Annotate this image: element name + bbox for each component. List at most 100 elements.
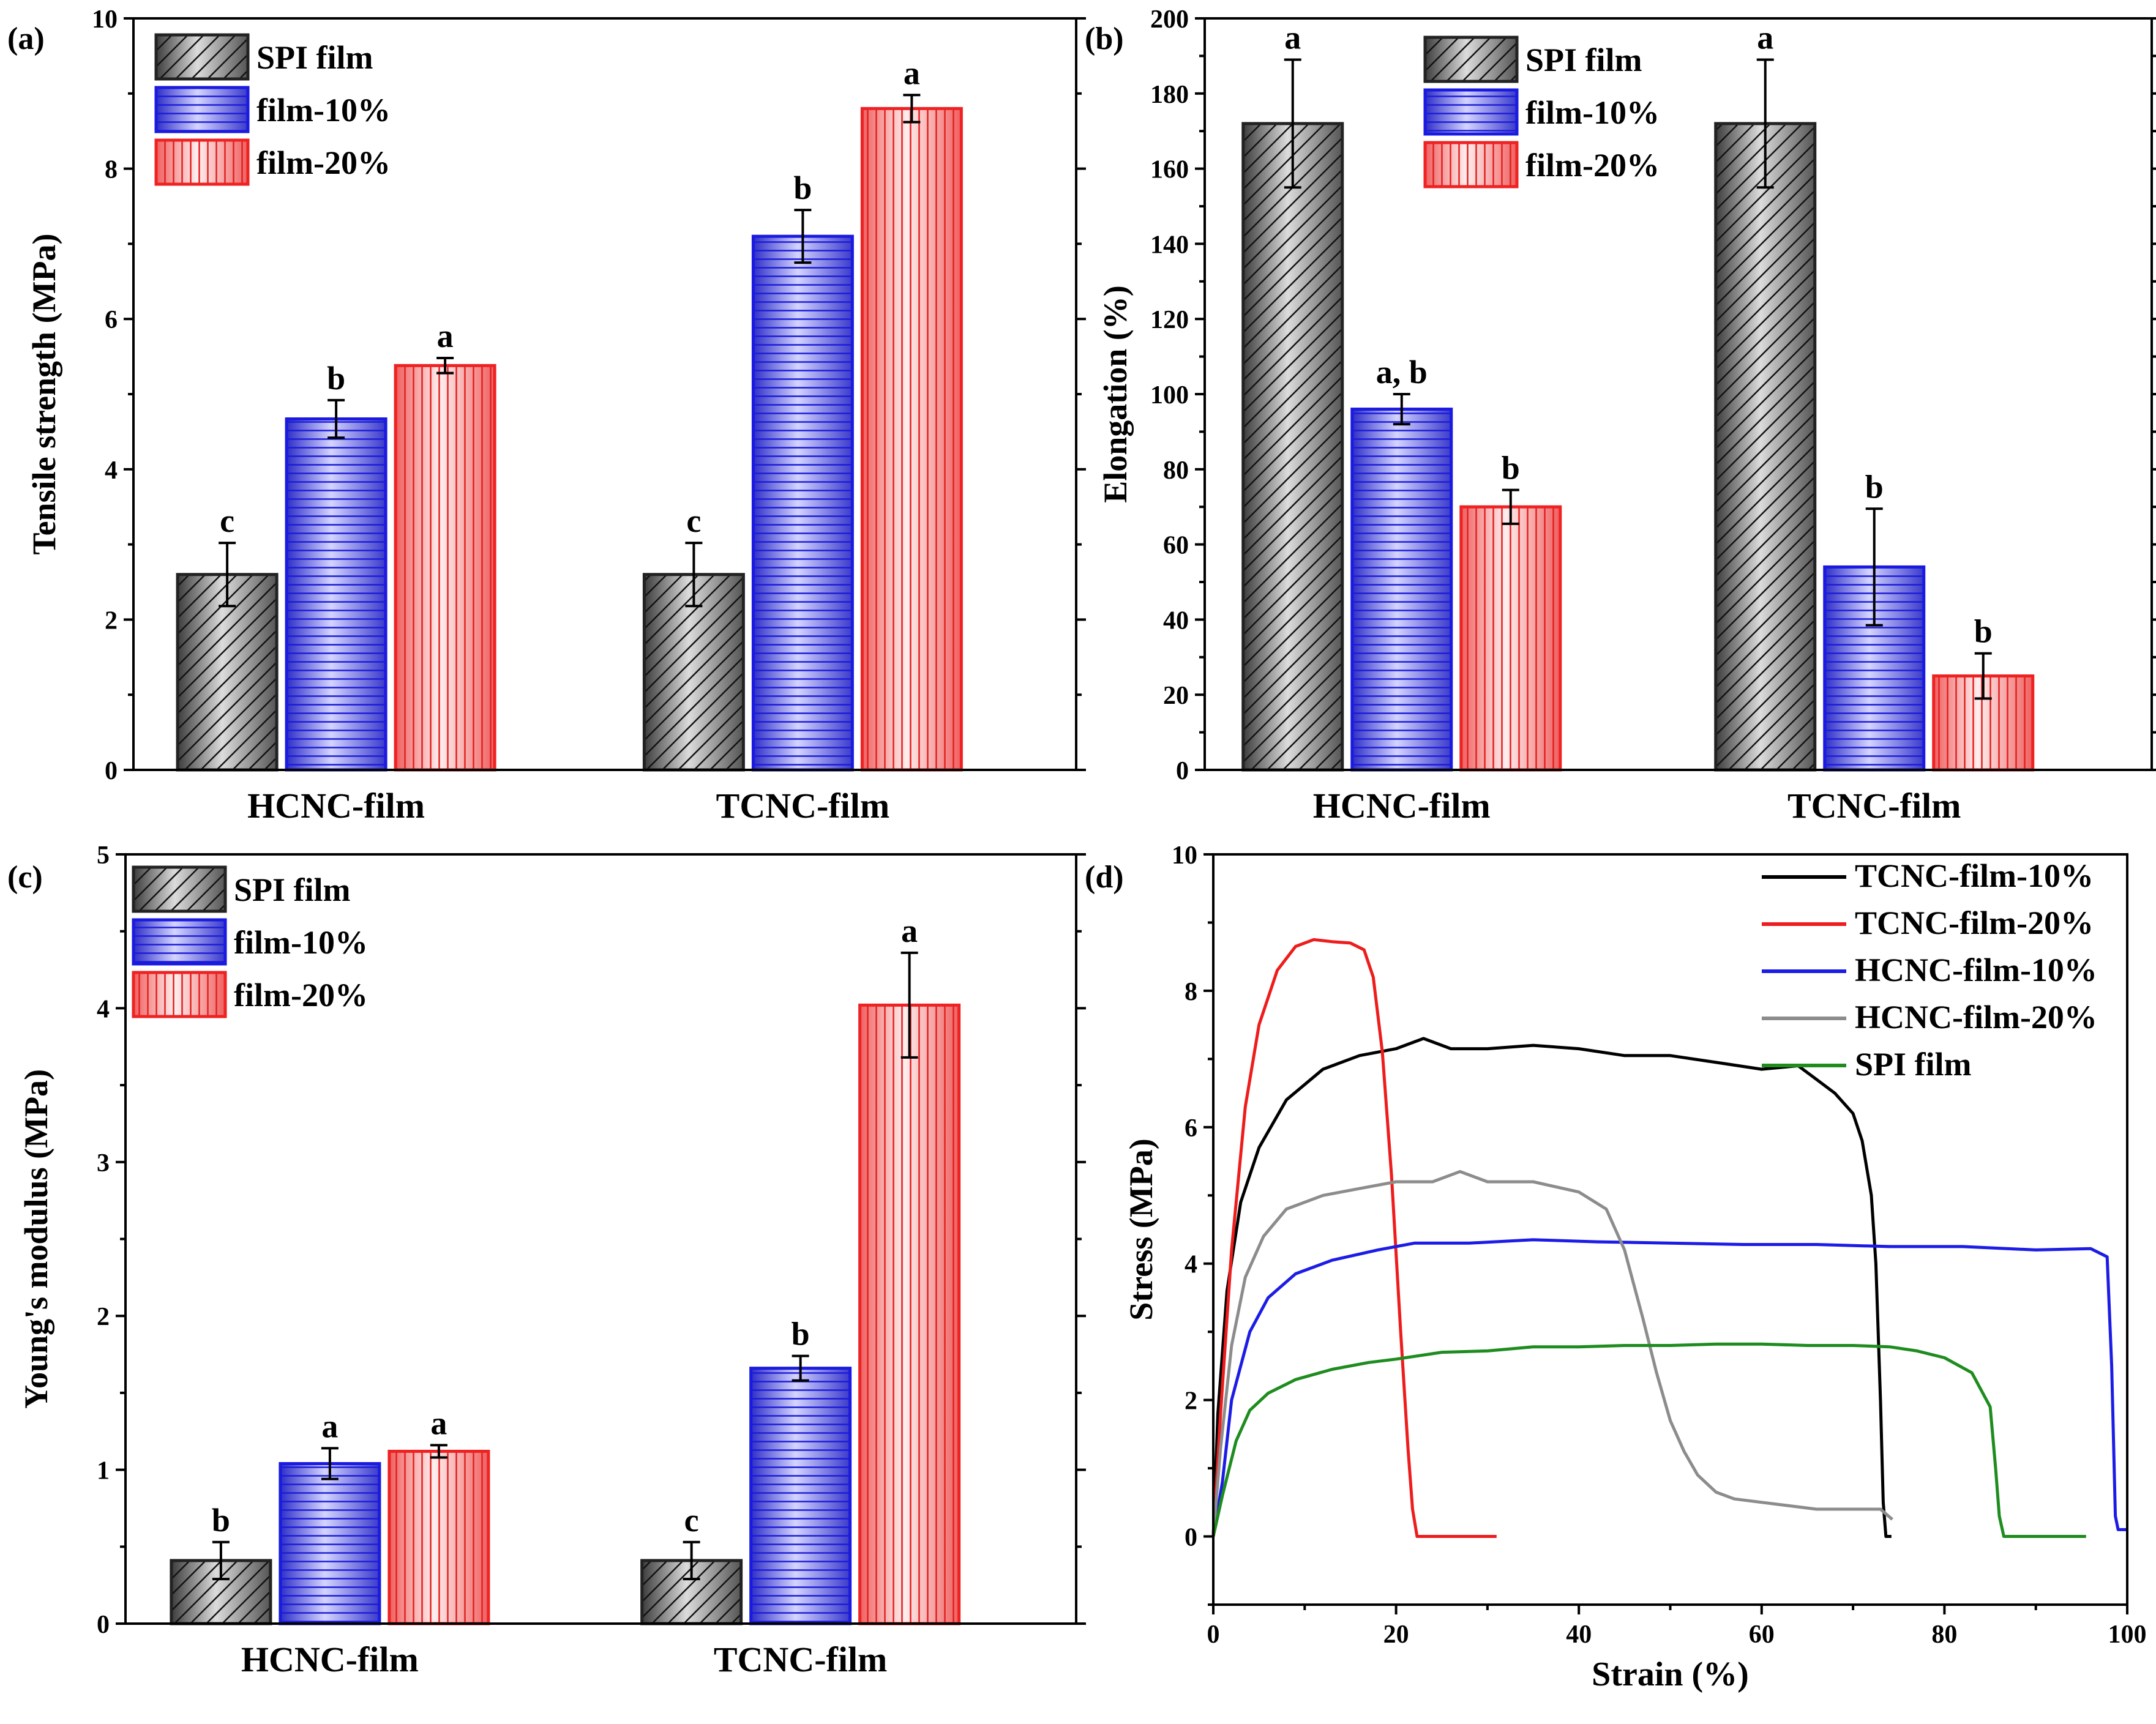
panel-b-category-label-0: HCNC-film: [1313, 786, 1491, 826]
panel-b-bar-f10-0: [1350, 408, 1453, 772]
panel-c-ytick-label: 4: [97, 995, 110, 1023]
panel-c-bar-f20-0: [387, 1449, 490, 1625]
panel-d-xtick-label: 20: [1383, 1621, 1409, 1649]
panel-a-bar-f20-1: [860, 106, 963, 772]
panel-b-ytick-label: 80: [1163, 457, 1189, 485]
panel-b-ytick-label: 100: [1150, 381, 1189, 409]
panel-c-legend-swatch-hatch: [133, 920, 225, 964]
panel-b-legend-swatch-f10: [1423, 88, 1519, 136]
panel-b-sig-letter-f10-0: a, b: [1376, 354, 1428, 390]
panel-a-bar-f10-1: [751, 234, 854, 772]
panel-b-legend-label-spi: SPI film: [1525, 42, 1642, 78]
panel-b-bar-hatch: [1715, 123, 1815, 770]
panel-d-ytick-label: 10: [1172, 841, 1197, 870]
panel-a-ytick-label: 10: [92, 6, 118, 34]
panel-d-xtick-label: 60: [1749, 1621, 1775, 1649]
panel-b-ytick-label: 140: [1150, 231, 1189, 259]
panel-b-ytick-label: 0: [1176, 757, 1189, 785]
panel-c-bar-hatch: [389, 1451, 488, 1624]
panel-b-category-label-1: TCNC-film: [1787, 786, 1961, 826]
panel-d-legend: TCNC-film-10% TCNC-film-20% HCNC-film-10% H…: [1762, 857, 2097, 1083]
panel-a-ytick-label: 8: [105, 156, 118, 184]
panel-b-elongation: (b) a a, b b HCNC-film a b b TCNC-film 0 20 40 60 80 1…: [1085, 6, 2156, 826]
panel-b-bar-spi-0: [1241, 122, 1344, 772]
panel-b-legend-swatch-hatch: [1425, 90, 1517, 134]
panel-b-bar-hatch: [1461, 507, 1560, 770]
panel-c-ytick-label: 2: [97, 1303, 110, 1331]
panel-c-ytick-label: 5: [97, 841, 110, 870]
panel-c-bar-hatch: [750, 1368, 850, 1624]
panel-a-y-axis-title: Tensile strength (MPa): [26, 234, 62, 555]
panel-d-legend-label-2: HCNC-film-10%: [1855, 952, 2097, 988]
panel-b-ytick-label: 60: [1163, 532, 1189, 560]
panel-b-sig-letter-f20-0: b: [1502, 450, 1520, 487]
panel-c-sig-letter-f20-0: a: [430, 1405, 447, 1441]
panel-b-sig-letter-spi-0: a: [1284, 20, 1301, 56]
panel-a-label: (a): [7, 21, 45, 56]
panel-a-bar-hatch: [395, 365, 495, 770]
panel-b-label: (b): [1085, 21, 1124, 56]
panel-c-sig-letter-f10-1: b: [792, 1316, 810, 1353]
panel-b-sig-letter-f20-1: b: [1974, 613, 1993, 650]
panel-c-legend-swatch-spi: [132, 865, 227, 913]
panel-a-sig-letter-f10-1: b: [793, 170, 812, 206]
panel-a-sig-letter-f20-0: a: [437, 318, 454, 354]
panel-d-curve-2: [1211, 1238, 2127, 1537]
panel-a-tensile-strength: (a) c b a HCNC-film c b a TCNC-film 0 2 4 6 8 10 Tensil…: [7, 6, 1086, 826]
panel-b-ytick-label: 40: [1163, 606, 1189, 635]
panel-c-sig-letter-f10-0: a: [321, 1408, 338, 1444]
panel-d-x-axis-title: Strain (%): [1592, 1655, 1749, 1693]
panel-b-legend-label-f20: film-20%: [1525, 147, 1660, 184]
panel-c-ytick-label: 1: [97, 1457, 110, 1485]
panel-a-bar-hatch: [753, 236, 853, 770]
panel-a-bar-f10-0: [285, 417, 387, 772]
panel-b-ytick-label: 200: [1150, 6, 1189, 34]
panel-b-legend-swatch-spi: [1423, 35, 1519, 83]
panel-c-y-axis-title: Young's modulus (MPa): [18, 1069, 54, 1409]
panel-a-legend-swatch-spi: [154, 33, 250, 81]
panel-b-bar-f20-0: [1459, 505, 1562, 772]
panel-a-category-label-0: HCNC-film: [247, 786, 425, 826]
panel-a-ytick-label: 6: [105, 306, 118, 334]
panel-d-ytick-label: 0: [1185, 1524, 1197, 1552]
panel-d-label: (d): [1085, 860, 1124, 895]
panel-d-curve-3: [1211, 1170, 1893, 1537]
panel-d-legend-label-1: TCNC-film-20%: [1855, 905, 2094, 941]
panel-b-bar-hatch: [1243, 123, 1342, 770]
panel-a-legend-label-spi: SPI film: [256, 39, 373, 76]
panel-c-legend-label-f10: film-10%: [234, 924, 368, 961]
panel-d-curve-1: [1211, 938, 1497, 1538]
panel-c-bar-f10-0: [279, 1462, 381, 1625]
panel-a-legend-swatch-hatch: [156, 88, 248, 132]
panel-b-legend: SPI film film-10% film-20%: [1423, 35, 1660, 188]
panel-c-category-label-1: TCNC-film: [714, 1640, 888, 1679]
panel-a-bar-f20-0: [394, 364, 496, 772]
panel-a-legend-swatch-hatch: [156, 35, 248, 79]
panel-d-xtick-label: 40: [1566, 1621, 1592, 1649]
panel-d-xtick-label: 80: [1931, 1621, 1957, 1649]
panel-b-bar-spi-1: [1714, 122, 1817, 772]
panel-a-category-label-1: TCNC-film: [716, 786, 890, 826]
panel-b-ytick-label: 120: [1150, 306, 1189, 334]
panel-c-bar-f20-1: [858, 1003, 961, 1625]
panel-d-xtick-label: 0: [1207, 1621, 1220, 1649]
panel-d-ytick-label: 6: [1185, 1114, 1197, 1143]
panel-a-ytick-label: 2: [105, 606, 118, 635]
panel-b-sig-letter-spi-1: a: [1757, 20, 1773, 56]
panel-a-ytick-label: 4: [105, 457, 118, 485]
panel-c-ytick-label: 3: [97, 1149, 110, 1177]
panel-c-legend-swatch-hatch: [133, 867, 225, 911]
panel-c-legend-label-spi: SPI film: [234, 871, 351, 908]
panel-b-legend-swatch-hatch: [1425, 143, 1517, 187]
panel-d-ytick-label: 2: [1185, 1387, 1197, 1416]
panel-a-legend-swatch-f20: [154, 138, 250, 186]
panel-b-ytick-label: 180: [1150, 81, 1189, 109]
panel-a-legend-swatch-hatch: [156, 140, 248, 184]
panel-d-legend-label-4: SPI film: [1855, 1046, 1972, 1083]
panel-c-youngs-modulus: (c) b a a HCNC-film c b a TCNC-film 0 1 2 3 4 5 Young's…: [7, 841, 1086, 1679]
panel-a-legend: SPI film film-10% film-20%: [154, 33, 391, 186]
panel-a-sig-letter-f10-0: b: [327, 360, 345, 397]
panel-b-bar-f20-1: [1932, 674, 2035, 772]
